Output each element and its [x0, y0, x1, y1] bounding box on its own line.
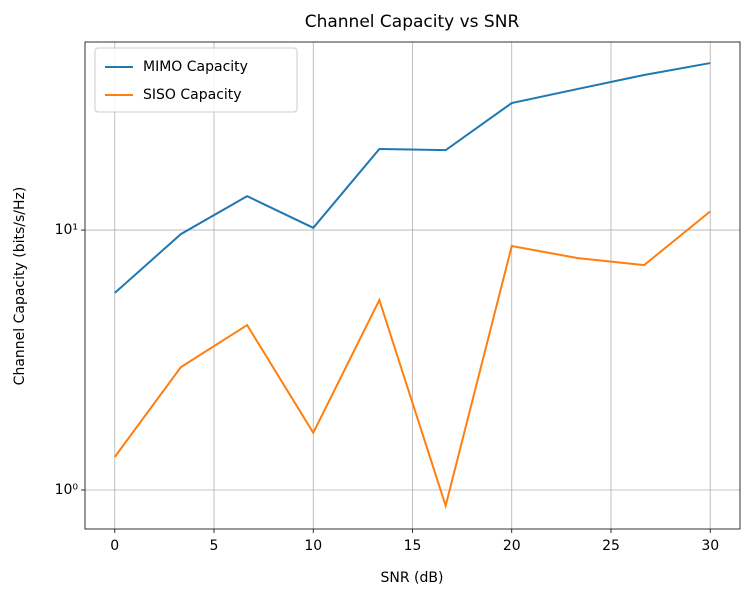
chart-title: Channel Capacity vs SNR	[305, 12, 520, 32]
x-tick-label: 5	[210, 538, 219, 554]
y-tick-label: 10¹	[55, 222, 78, 238]
y-tick-label: 10⁰	[55, 482, 79, 498]
x-tick-label: 20	[503, 538, 521, 554]
legend-label: MIMO Capacity	[143, 59, 248, 75]
x-tick-label: 15	[404, 538, 422, 554]
x-tick-label: 10	[304, 538, 322, 554]
x-tick-label: 25	[602, 538, 620, 554]
x-axis-label: SNR (dB)	[381, 570, 444, 586]
legend-label: SISO Capacity	[143, 87, 242, 103]
y-axis-label: Channel Capacity (bits/s/Hz)	[12, 187, 28, 386]
line-series	[114, 62, 711, 294]
line-series	[113, 210, 711, 510]
plot-frame	[84, 41, 741, 530]
x-tick-label: 0	[110, 538, 119, 554]
x-tick-label: 30	[701, 538, 719, 554]
legend-box	[94, 47, 298, 113]
